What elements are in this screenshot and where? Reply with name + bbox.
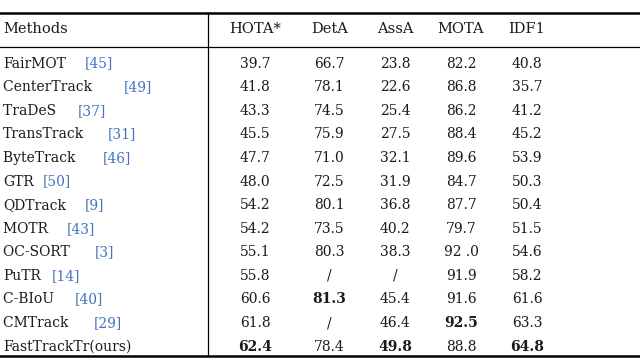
Text: 61.6: 61.6 bbox=[512, 293, 542, 306]
Text: 66.7: 66.7 bbox=[314, 57, 344, 70]
Text: DetA: DetA bbox=[311, 22, 348, 36]
Text: 88.8: 88.8 bbox=[446, 340, 476, 354]
Text: 89.6: 89.6 bbox=[446, 151, 476, 165]
Text: 54.6: 54.6 bbox=[512, 245, 542, 259]
Text: 92 .0: 92 .0 bbox=[444, 245, 479, 259]
Text: 75.9: 75.9 bbox=[314, 127, 344, 141]
Text: [9]: [9] bbox=[84, 198, 104, 212]
Text: 78.1: 78.1 bbox=[314, 80, 345, 94]
Text: 36.8: 36.8 bbox=[380, 198, 410, 212]
Text: 92.5: 92.5 bbox=[444, 316, 478, 330]
Text: FastTrackTr(ours): FastTrackTr(ours) bbox=[3, 340, 132, 354]
Text: 50.4: 50.4 bbox=[512, 198, 542, 212]
Text: 27.5: 27.5 bbox=[380, 127, 410, 141]
Text: 64.8: 64.8 bbox=[510, 340, 544, 354]
Text: 86.8: 86.8 bbox=[446, 80, 476, 94]
Text: 54.2: 54.2 bbox=[240, 198, 271, 212]
Text: 38.3: 38.3 bbox=[380, 245, 410, 259]
Text: [37]: [37] bbox=[77, 104, 106, 118]
Text: 88.4: 88.4 bbox=[446, 127, 476, 141]
Text: 39.7: 39.7 bbox=[240, 57, 271, 70]
Text: 60.6: 60.6 bbox=[240, 293, 271, 306]
Text: /: / bbox=[393, 269, 397, 283]
Text: MOTA: MOTA bbox=[438, 22, 484, 36]
Text: 74.5: 74.5 bbox=[314, 104, 345, 118]
Text: 43.3: 43.3 bbox=[240, 104, 271, 118]
Text: [45]: [45] bbox=[84, 57, 113, 70]
Text: 35.7: 35.7 bbox=[512, 80, 542, 94]
Text: QDTrack: QDTrack bbox=[3, 198, 66, 212]
Text: /: / bbox=[327, 316, 332, 330]
Text: 62.4: 62.4 bbox=[239, 340, 272, 354]
Text: [49]: [49] bbox=[124, 80, 152, 94]
Text: FairMOT: FairMOT bbox=[3, 57, 66, 70]
Text: 49.8: 49.8 bbox=[378, 340, 412, 354]
Text: CenterTrack: CenterTrack bbox=[3, 80, 97, 94]
Text: 22.6: 22.6 bbox=[380, 80, 410, 94]
Text: 86.2: 86.2 bbox=[446, 104, 476, 118]
Text: [14]: [14] bbox=[52, 269, 81, 283]
Text: 72.5: 72.5 bbox=[314, 175, 344, 188]
Text: PuTR: PuTR bbox=[3, 269, 41, 283]
Text: 45.2: 45.2 bbox=[512, 127, 542, 141]
Text: [29]: [29] bbox=[93, 316, 122, 330]
Text: Methods: Methods bbox=[3, 22, 68, 36]
Text: 58.2: 58.2 bbox=[512, 269, 542, 283]
Text: AssA: AssA bbox=[377, 22, 413, 36]
Text: 47.7: 47.7 bbox=[240, 151, 271, 165]
Text: ByteTrack: ByteTrack bbox=[3, 151, 80, 165]
Text: 50.3: 50.3 bbox=[512, 175, 542, 188]
Text: 81.3: 81.3 bbox=[312, 293, 346, 306]
Text: IDF1: IDF1 bbox=[509, 22, 545, 36]
Text: 80.1: 80.1 bbox=[314, 198, 344, 212]
Text: 32.1: 32.1 bbox=[380, 151, 410, 165]
Text: 41.2: 41.2 bbox=[511, 104, 543, 118]
Text: [46]: [46] bbox=[102, 151, 131, 165]
Text: 91.6: 91.6 bbox=[446, 293, 476, 306]
Text: 45.4: 45.4 bbox=[380, 293, 411, 306]
Text: [43]: [43] bbox=[67, 222, 95, 236]
Text: TransTrack: TransTrack bbox=[3, 127, 84, 141]
Text: 45.5: 45.5 bbox=[240, 127, 271, 141]
Text: MOTR: MOTR bbox=[3, 222, 52, 236]
Text: /: / bbox=[327, 269, 332, 283]
Text: 73.5: 73.5 bbox=[314, 222, 344, 236]
Text: [31]: [31] bbox=[108, 127, 136, 141]
Text: 55.8: 55.8 bbox=[240, 269, 271, 283]
Text: 48.0: 48.0 bbox=[240, 175, 271, 188]
Text: 78.4: 78.4 bbox=[314, 340, 345, 354]
Text: OC-SORT: OC-SORT bbox=[3, 245, 74, 259]
Text: 91.9: 91.9 bbox=[446, 269, 476, 283]
Text: 61.8: 61.8 bbox=[240, 316, 271, 330]
Text: C-BIoU: C-BIoU bbox=[3, 293, 59, 306]
Text: GTR: GTR bbox=[3, 175, 34, 188]
Text: 87.7: 87.7 bbox=[445, 198, 477, 212]
Text: [3]: [3] bbox=[95, 245, 115, 259]
Text: 79.7: 79.7 bbox=[445, 222, 477, 236]
Text: TraDeS: TraDeS bbox=[3, 104, 61, 118]
Text: 25.4: 25.4 bbox=[380, 104, 410, 118]
Text: HOTA*: HOTA* bbox=[229, 22, 282, 36]
Text: [50]: [50] bbox=[43, 175, 71, 188]
Text: 51.5: 51.5 bbox=[512, 222, 542, 236]
Text: 46.4: 46.4 bbox=[380, 316, 411, 330]
Text: [40]: [40] bbox=[75, 293, 103, 306]
Text: 23.8: 23.8 bbox=[380, 57, 410, 70]
Text: 40.8: 40.8 bbox=[512, 57, 542, 70]
Text: 63.3: 63.3 bbox=[512, 316, 542, 330]
Text: 55.1: 55.1 bbox=[240, 245, 271, 259]
Text: 54.2: 54.2 bbox=[240, 222, 271, 236]
Text: 41.8: 41.8 bbox=[240, 80, 271, 94]
Text: 31.9: 31.9 bbox=[380, 175, 410, 188]
Text: 40.2: 40.2 bbox=[380, 222, 410, 236]
Text: 84.7: 84.7 bbox=[445, 175, 477, 188]
Text: 82.2: 82.2 bbox=[446, 57, 476, 70]
Text: 71.0: 71.0 bbox=[314, 151, 345, 165]
Text: 53.9: 53.9 bbox=[512, 151, 542, 165]
Text: CMTrack: CMTrack bbox=[3, 316, 73, 330]
Text: 80.3: 80.3 bbox=[314, 245, 344, 259]
